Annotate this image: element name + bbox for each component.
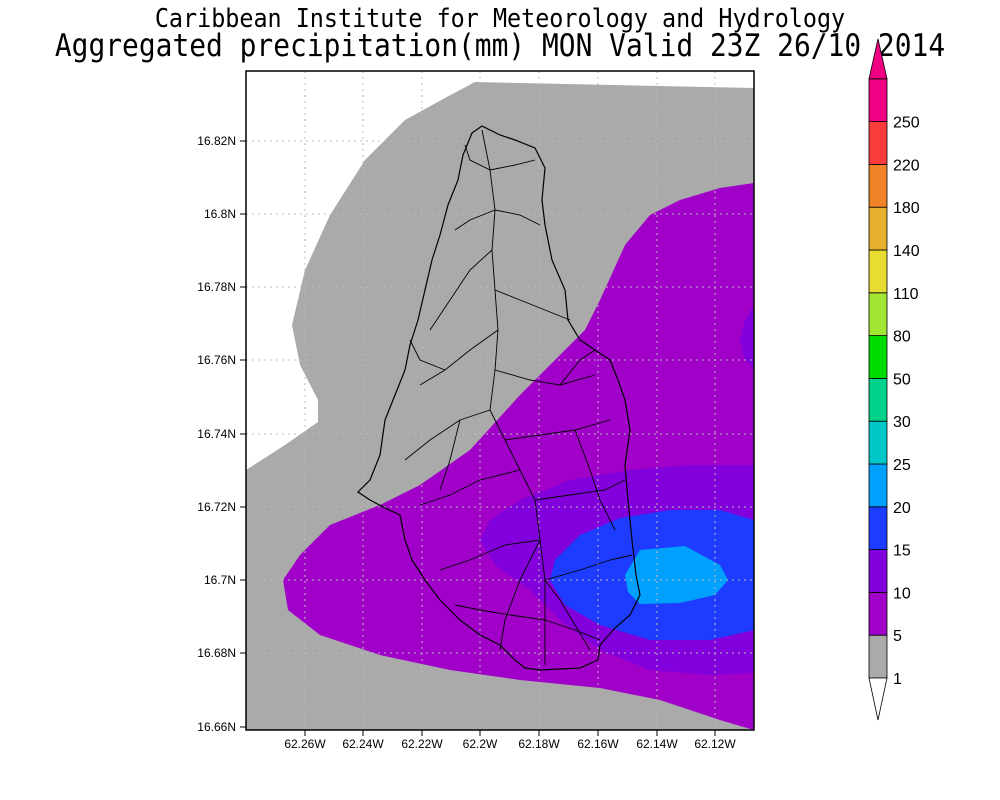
colorbar-segment	[868, 292, 888, 336]
contour-10-15-east	[740, 305, 754, 368]
x-tick-label: 62.16W	[577, 737, 619, 751]
colorbar-label: 1	[893, 671, 902, 688]
colorbar-label: 25	[893, 457, 911, 474]
plot-frame	[245, 70, 755, 731]
contour-20-25	[625, 546, 728, 604]
colorbar-label: 5	[893, 628, 902, 645]
colorbar-label: 15	[893, 543, 911, 560]
y-tick-label: 16.82N	[197, 134, 236, 148]
x-tick-label: 62.2W	[463, 737, 498, 751]
colorbar-label: 30	[893, 414, 911, 431]
colorbar-segment	[868, 206, 888, 251]
x-tick-label: 62.14W	[636, 737, 678, 751]
colorbar-under-triangle	[868, 677, 888, 721]
contour-fills	[246, 71, 754, 730]
x-tick-label: 62.12W	[694, 737, 736, 751]
colorbar-label: 110	[893, 286, 919, 303]
drainage-lines	[404, 129, 633, 665]
grid-lines	[246, 71, 754, 730]
colorbar-segment	[868, 78, 888, 123]
y-tick-label: 16.74N	[197, 427, 236, 441]
colorbar-segment	[868, 163, 888, 208]
colorbar-label: 250	[893, 115, 920, 132]
y-tick-label: 16.78N	[197, 280, 236, 294]
colorbar-segment	[868, 249, 888, 294]
y-tick-label: 16.68N	[197, 646, 236, 660]
y-tick-label: 16.7N	[204, 573, 236, 587]
colorbar-segment	[868, 592, 888, 636]
y-tick-label: 16.76N	[197, 353, 236, 367]
colorbar-segment	[868, 121, 888, 165]
colorbar-segment	[868, 506, 888, 550]
y-tick-label: 16.8N	[204, 207, 236, 221]
institute-title: Caribbean Institute for Meteorology and …	[154, 4, 846, 34]
colorbar-segment	[868, 549, 888, 593]
island-outline	[357, 125, 641, 671]
colorbar-over-triangle	[868, 38, 888, 80]
colorbar-label: 80	[893, 329, 911, 346]
x-tick-label: 62.18W	[518, 737, 560, 751]
x-axis: 62.26W 62.24W 62.22W 62.2W 62.18W 62.16W 62.14…	[284, 730, 736, 751]
x-tick-label: 62.26W	[284, 737, 326, 751]
colorbar-segment	[868, 463, 888, 508]
x-tick-label: 62.24W	[342, 737, 384, 751]
x-tick-label: 62.22W	[401, 737, 443, 751]
colorbar-segment	[868, 335, 888, 379]
y-axis: 16.82N 16.8N 16.78N 16.76N 16.74N 16.72N 16.7N…	[197, 134, 246, 734]
y-tick-label: 16.66N	[197, 720, 236, 734]
colorbar-label: 180	[893, 200, 920, 217]
colorbar-label: 50	[893, 371, 911, 388]
colorbar-label: 10	[893, 585, 911, 602]
colorbar-label: 20	[893, 500, 911, 517]
colorbar-label: 140	[893, 243, 920, 260]
colorbar-segment	[868, 634, 888, 679]
colorbar-segment	[868, 377, 888, 422]
product-title: Aggregated precipitation(mm) MON Valid 2…	[54, 28, 946, 64]
colorbar-label: 220	[893, 157, 920, 174]
colorbar-segment	[868, 420, 888, 465]
y-tick-label: 16.72N	[197, 500, 236, 514]
